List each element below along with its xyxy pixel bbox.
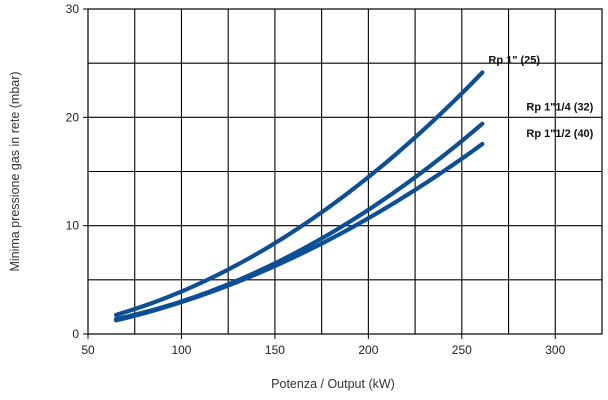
x-axis-ticks: 50 100 150 200 250 300 <box>81 334 566 357</box>
y-axis-label: Minima pressione gas in rete (mbar) <box>8 71 22 271</box>
series-label: Rp 1" (25) <box>488 55 540 67</box>
x-axis-label: Potenza / Output (kW) <box>271 377 395 391</box>
x-tick-label: 200 <box>358 343 378 357</box>
y-axis-ticks: 0 10 20 30 <box>66 2 88 341</box>
series-line <box>113 141 485 323</box>
series-label: Rp 1"1/4 (32) <box>526 102 593 114</box>
y-tick-label: 0 <box>72 327 79 341</box>
series-line <box>113 70 485 317</box>
y-tick-label: 10 <box>66 219 80 233</box>
y-tick-label: 30 <box>66 2 80 16</box>
x-tick-label: 100 <box>171 343 191 357</box>
plot-frame <box>87 8 603 335</box>
series-labels: Rp 1" (25) Rp 1"1/4 (32) Rp 1"1/2 (40) <box>488 55 593 140</box>
series-lines <box>113 70 485 323</box>
series-label: Rp 1"1/2 (40) <box>526 128 593 140</box>
y-tick-label: 20 <box>66 110 80 124</box>
x-tick-label: 300 <box>545 343 565 357</box>
x-tick-label: 150 <box>265 343 285 357</box>
series-line <box>113 121 485 322</box>
grid <box>88 9 602 334</box>
x-tick-label: 50 <box>81 343 95 357</box>
x-tick-label: 250 <box>452 343 472 357</box>
